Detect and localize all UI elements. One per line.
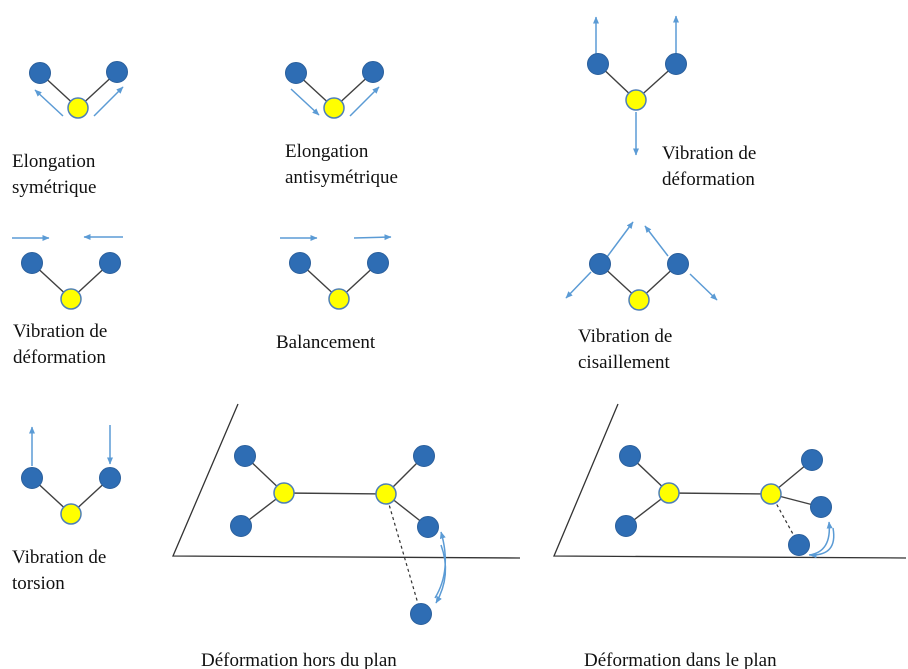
arrow (34, 89, 64, 117)
label-bending-mid: Vibration de déformation (13, 319, 107, 371)
central-atom (67, 97, 89, 119)
central-atom (375, 483, 397, 505)
molecule-sym-stretch (29, 61, 128, 119)
outer-atom (788, 534, 810, 556)
outer-atom (99, 252, 121, 274)
outer-atom (810, 496, 832, 518)
outer-atom (21, 467, 43, 489)
central-atom (760, 483, 782, 505)
molecule-bending-mid (12, 234, 123, 310)
arrow (606, 221, 634, 258)
molecule-twisting (21, 425, 121, 525)
central-atom (60, 288, 82, 310)
outer-atom (289, 252, 311, 274)
label-line: Elongation (12, 151, 96, 172)
label-line: Elongation (285, 141, 369, 162)
molecule-bending-top (587, 15, 687, 156)
outer-atom (106, 61, 128, 83)
label-line: déformation (13, 347, 106, 368)
label-line: symétrique (12, 177, 97, 198)
label-sym-stretch: Elongation symétrique (12, 149, 96, 201)
central-atom (323, 97, 345, 119)
arrow (290, 88, 320, 116)
arrow (644, 225, 669, 257)
molecule-scissoring (565, 221, 718, 311)
arrow (565, 271, 592, 299)
label-line: Déformation dans le plan (584, 650, 777, 669)
arrow (808, 521, 833, 556)
arrow (689, 273, 718, 301)
outer-atom (589, 253, 611, 275)
outer-atom (587, 53, 609, 75)
central-atom (625, 89, 647, 111)
outer-atom (21, 252, 43, 274)
molecule-in-plane (553, 403, 907, 559)
outer-atom (619, 445, 641, 467)
label-line: Déformation hors du plan (201, 650, 397, 669)
arrow (809, 527, 835, 559)
label-line: Vibration de (12, 547, 107, 568)
plane (553, 403, 907, 559)
outer-atom (234, 445, 256, 467)
arrow (434, 531, 446, 599)
label-out-of-plane: Déformation hors du plan (201, 648, 397, 669)
arrow (353, 234, 392, 241)
central-atom (658, 482, 680, 504)
label-line: Vibration de (13, 321, 108, 342)
central-atom (328, 288, 350, 310)
label-scissoring: Vibration de cisaillement (578, 324, 672, 376)
outer-atom (615, 515, 637, 537)
outer-atom (285, 62, 307, 84)
label-rocking: Balancement (276, 330, 375, 356)
label-twisting: Vibration de torsion (12, 545, 106, 597)
dashed-bond (385, 493, 422, 615)
outer-atom (667, 253, 689, 275)
central-atom (60, 503, 82, 525)
outer-atom (417, 516, 439, 538)
label-line: cisaillement (578, 352, 670, 373)
label-bending-top: Vibration de déformation (662, 141, 756, 193)
arrow (349, 86, 380, 117)
outer-atom (230, 515, 252, 537)
outer-atom (362, 61, 384, 83)
label-line: déformation (662, 169, 755, 190)
outer-atom (665, 53, 687, 75)
outer-atom (801, 449, 823, 471)
outer-atom (367, 252, 389, 274)
label-line: Balancement (276, 332, 376, 353)
molecule-rocking (280, 234, 392, 310)
label-line: Vibration de (662, 143, 757, 164)
label-in-plane: Déformation dans le plan (584, 648, 777, 669)
central-atom (273, 482, 295, 504)
molecule-antisym-stretch (285, 61, 384, 119)
outer-atom (410, 603, 432, 625)
label-antisym-stretch: Elongation antisymétrique (285, 139, 398, 191)
bond (668, 492, 772, 495)
label-line: torsion (12, 573, 65, 594)
outer-atom (413, 445, 435, 467)
label-line: Vibration de (578, 326, 673, 347)
outer-atom (29, 62, 51, 84)
central-atom (628, 289, 650, 311)
arrow (93, 86, 124, 117)
molecule-out-of-plane (172, 403, 521, 625)
label-line: antisymétrique (285, 167, 398, 188)
arrow (435, 544, 447, 604)
outer-atom (99, 467, 121, 489)
plane (172, 403, 521, 559)
bond (283, 492, 387, 495)
